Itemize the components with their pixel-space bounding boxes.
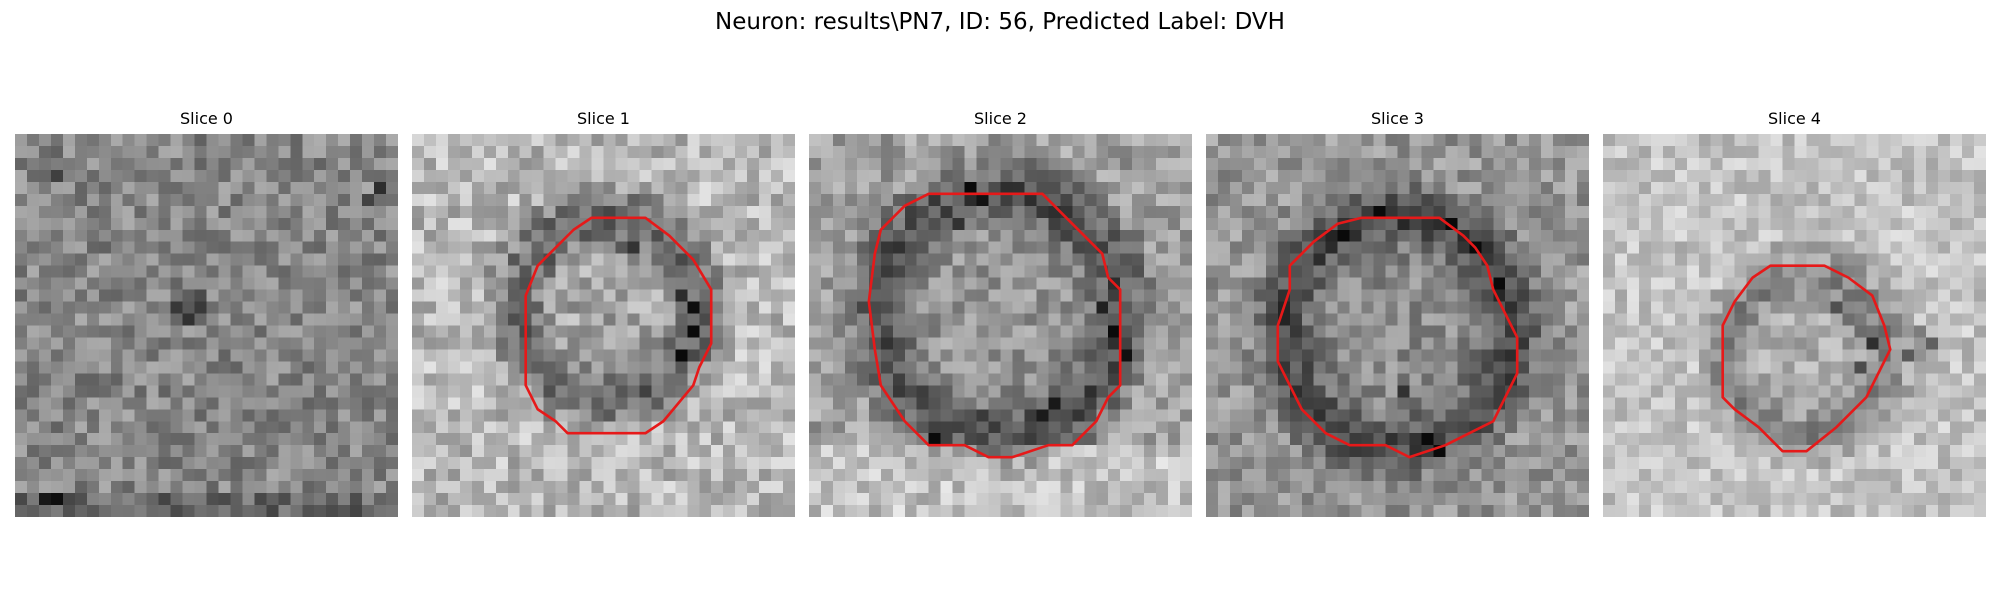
slice-image-4 [1603, 134, 1986, 517]
slice-image-3 [1206, 134, 1589, 517]
slice-image-0 [15, 134, 398, 517]
slice-title-4: Slice 4 [1768, 109, 1821, 128]
slice-panel-4: Slice 4 [1603, 109, 1986, 517]
slice-panel-3: Slice 3 [1206, 109, 1589, 517]
slice-panel-2: Slice 2 [809, 109, 1192, 517]
slice-image-2 [809, 134, 1192, 517]
slice-title-3: Slice 3 [1371, 109, 1424, 128]
cell-contour-1 [524, 216, 713, 435]
slice-image-1 [412, 134, 795, 517]
cell-contour-3 [1276, 216, 1519, 459]
slice-panel-0: Slice 0 [15, 109, 398, 517]
cell-contour-2 [867, 192, 1122, 459]
slice-panel-1: Slice 1 [412, 109, 795, 517]
slice-title-2: Slice 2 [974, 109, 1027, 128]
slice-title-1: Slice 1 [577, 109, 630, 128]
slice-title-0: Slice 0 [180, 109, 233, 128]
cell-contour-4 [1721, 264, 1892, 453]
figure-title: Neuron: results\PN7, ID: 56, Predicted L… [715, 9, 1285, 35]
